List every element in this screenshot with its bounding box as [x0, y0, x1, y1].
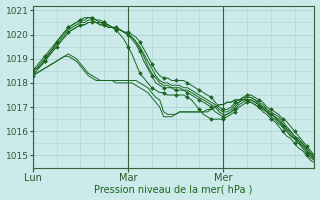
X-axis label: Pression niveau de la mer( hPa ): Pression niveau de la mer( hPa ) [94, 184, 253, 194]
